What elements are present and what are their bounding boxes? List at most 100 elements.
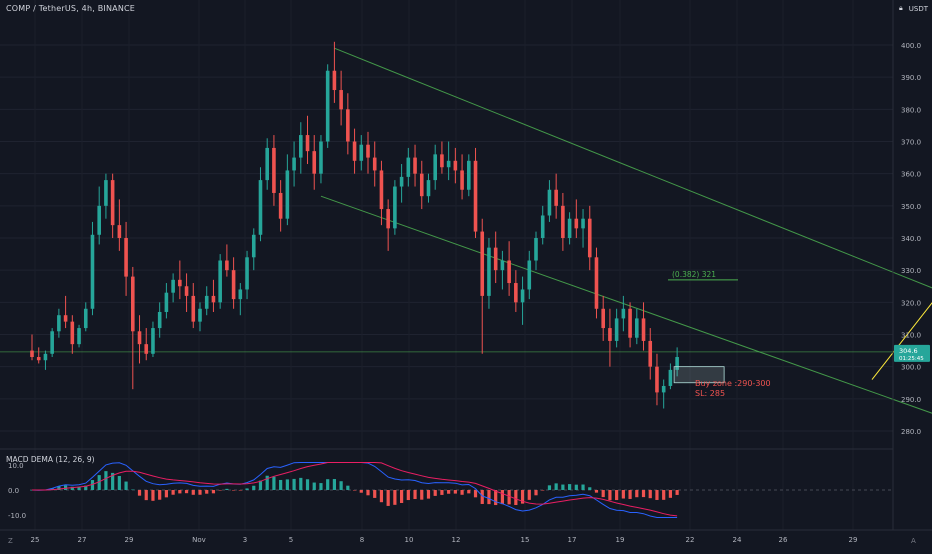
candle-body	[157, 311, 162, 329]
macd-histogram-bar	[346, 485, 350, 490]
candle-body	[231, 270, 236, 300]
macd-histogram-bar	[319, 483, 323, 490]
x-tick-label: Nov	[192, 536, 206, 544]
candle-body	[211, 295, 216, 303]
macd-histogram-bar	[621, 490, 625, 499]
candle-body	[332, 70, 337, 91]
candle-body	[278, 192, 283, 219]
macd-histogram-bar	[252, 485, 256, 490]
candle-body	[63, 315, 68, 322]
y-tick-label: 280.0	[901, 428, 921, 436]
macd-histogram-bar	[500, 490, 504, 505]
macd-histogram-bar	[520, 490, 525, 504]
macd-tick-label: -10.0	[8, 512, 26, 520]
candle-body	[258, 180, 263, 235]
candle-body	[184, 286, 189, 296]
candle-body	[561, 205, 565, 238]
macd-histogram-bar	[90, 480, 95, 490]
y-tick-label: 400.0	[901, 42, 921, 50]
candle-body	[319, 141, 323, 174]
candle-body	[90, 234, 95, 309]
candle-body	[446, 160, 451, 168]
candle-body	[171, 279, 175, 293]
candle-body	[487, 247, 491, 296]
candle-body	[225, 260, 229, 271]
x-tick-label: 19	[616, 536, 625, 544]
candle-body	[83, 308, 88, 329]
candle-body	[110, 180, 115, 226]
macd-histogram-bar	[494, 490, 498, 506]
candle-body	[299, 135, 303, 158]
macd-histogram-bar	[588, 487, 592, 490]
candle-body	[117, 225, 122, 238]
macd-histogram-bar	[554, 483, 558, 490]
macd-histogram-bar	[258, 480, 263, 490]
macd-histogram-bar	[366, 490, 370, 496]
candle-body	[514, 283, 518, 303]
macd-histogram-bar	[373, 490, 377, 498]
currency-badge[interactable]: 🔒︎ USDT	[899, 4, 928, 13]
channel-upper-line	[334, 47, 932, 289]
macd-histogram-bar	[77, 486, 81, 490]
macd-histogram-bar	[64, 485, 68, 490]
candle-body	[668, 369, 673, 386]
macd-histogram-bar	[473, 490, 478, 498]
candle-body	[500, 260, 505, 271]
candle-body	[325, 70, 330, 142]
candle-body	[372, 157, 377, 171]
macd-histogram-bar	[413, 490, 417, 500]
macd-histogram-bar	[433, 490, 437, 496]
goto-date-button[interactable]: Z	[8, 537, 13, 545]
macd-title: MACD DEMA (12, 26, 9)	[6, 455, 95, 464]
macd-histogram-bar	[514, 490, 518, 506]
macd-histogram-bar	[675, 490, 679, 495]
x-tick-label: 25	[31, 536, 40, 544]
x-tick-label: 3	[243, 536, 247, 544]
macd-histogram-bar	[97, 475, 101, 490]
macd-histogram-bar	[480, 490, 484, 504]
candle-body	[453, 160, 458, 171]
macd-histogram-bar	[393, 490, 397, 505]
candle-body	[151, 328, 155, 354]
macd-histogram-bar	[379, 490, 384, 503]
candle-body	[43, 353, 48, 361]
candle-body	[467, 160, 471, 190]
y-tick-label: 370.0	[901, 139, 921, 147]
candle-body	[520, 289, 525, 303]
macd-histogram-bar	[655, 490, 659, 500]
candle-body	[433, 154, 437, 181]
macd-histogram-bar	[594, 490, 599, 493]
macd-histogram-bar	[265, 475, 269, 490]
candle-body	[426, 180, 431, 197]
macd-histogram-bar	[131, 489, 135, 491]
macd-histogram-bar	[285, 479, 289, 490]
macd-histogram-bar	[299, 477, 303, 490]
y-tick-label: 340.0	[901, 235, 921, 243]
macd-histogram-bar	[232, 490, 236, 491]
macd-histogram-bar	[211, 490, 216, 494]
candle-body	[292, 157, 296, 171]
candle-body	[399, 176, 404, 187]
x-tick-label: 29	[849, 536, 858, 544]
macd-histogram-bar	[84, 485, 88, 490]
candle-body	[57, 315, 61, 332]
candle-body	[70, 321, 75, 345]
y-tick-label: 390.0	[901, 74, 921, 82]
candle-body	[386, 209, 390, 229]
macd-histogram-bar	[460, 490, 464, 495]
candle-body	[245, 257, 249, 290]
y-tick-label: 330.0	[901, 267, 921, 275]
candle-body	[164, 292, 169, 312]
macd-histogram-bar	[225, 488, 229, 490]
buy-zone-box	[673, 366, 725, 384]
macd-histogram-bar	[279, 479, 283, 490]
candle-body	[191, 295, 196, 322]
candle-body	[238, 289, 243, 300]
last-price-label: 304.6	[899, 347, 918, 355]
candle-body	[77, 328, 81, 345]
macd-histogram-bar	[124, 481, 128, 490]
candle-body	[305, 135, 310, 152]
auto-scale-button[interactable]: A	[911, 537, 916, 545]
